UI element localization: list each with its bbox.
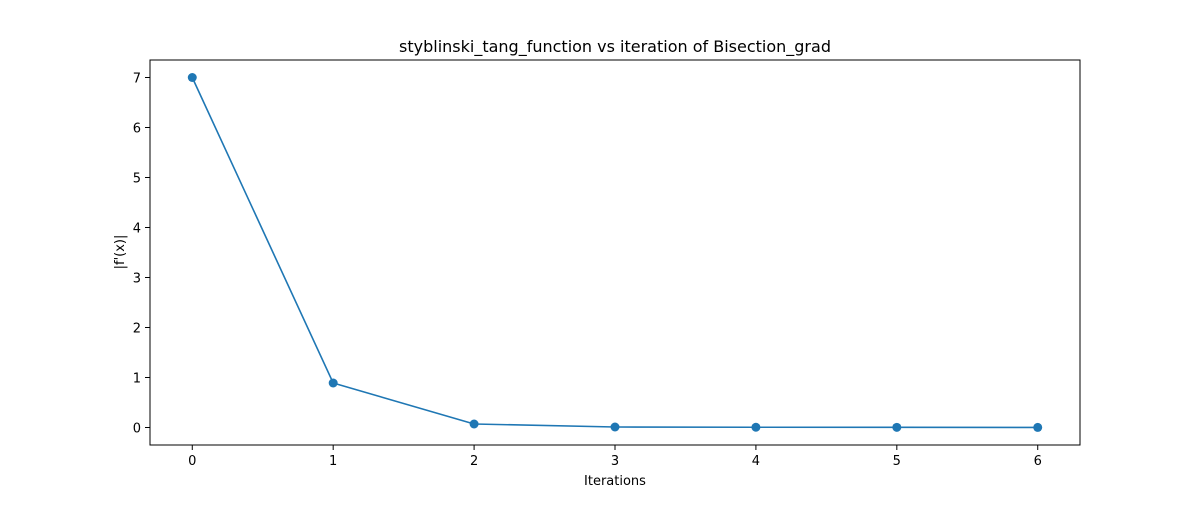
plot-area: 0 1 2 3 4 5 6 0 1 2 3 4 5 6 7 <box>133 72 1043 469</box>
data-point <box>187 73 197 82</box>
y-tick-label: 5 <box>133 172 141 187</box>
data-point <box>1033 422 1043 432</box>
axes-frame <box>149 59 1081 446</box>
chart-title: styblinski_tang_function vs iteration of… <box>399 37 831 57</box>
y-tick-label: 6 <box>133 122 141 137</box>
data-point <box>469 419 479 429</box>
x-tick-label: 4 <box>752 454 760 469</box>
x-tick-label: 1 <box>329 454 337 469</box>
y-tick-label: 3 <box>133 272 141 287</box>
x-tick-label: 3 <box>611 454 619 469</box>
y-tick-label: 1 <box>133 372 141 387</box>
y-tick-label: 7 <box>133 72 141 87</box>
x-axis-label: Iterations <box>584 474 646 489</box>
y-tick-label: 2 <box>133 322 141 337</box>
data-point <box>328 378 338 388</box>
x-tick-label: 6 <box>1034 454 1042 469</box>
x-tick-label: 0 <box>188 454 196 469</box>
data-point <box>610 422 620 432</box>
y-tick-label: 0 <box>133 422 141 437</box>
data-point <box>751 422 761 432</box>
data-point <box>892 422 902 432</box>
y-axis-label: |f'(x)| <box>113 235 128 270</box>
x-tick-label: 2 <box>470 454 478 469</box>
x-tick-label: 5 <box>893 454 901 469</box>
y-tick-label: 4 <box>133 222 141 237</box>
